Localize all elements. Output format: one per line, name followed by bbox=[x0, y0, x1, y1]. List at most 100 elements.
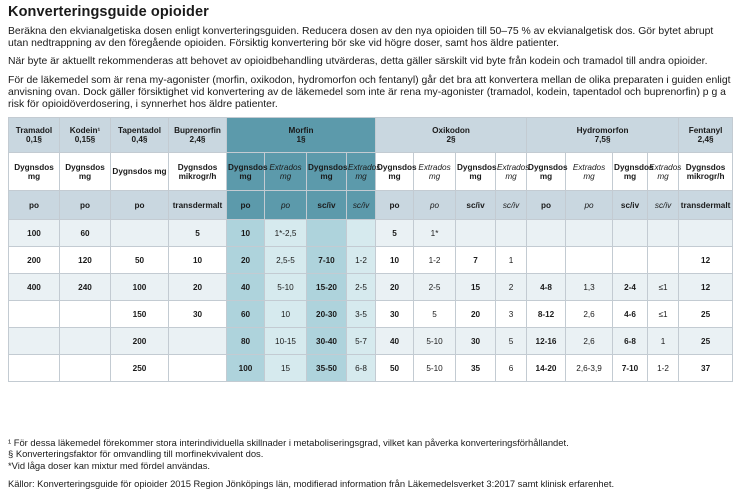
dose-cell: 2,6-3,9 bbox=[565, 354, 614, 383]
dose-cell: 30 bbox=[168, 300, 227, 329]
route-label: sc/iv bbox=[306, 190, 347, 221]
dose-cell: 150 bbox=[110, 300, 169, 329]
dose-cell: 5 bbox=[168, 219, 227, 248]
dose-cell: 15-20 bbox=[306, 273, 347, 302]
dose-cell: 14-20 bbox=[526, 354, 567, 383]
dose-cell: 8-12 bbox=[526, 300, 567, 329]
dose-cell: 5 bbox=[495, 327, 528, 356]
dose-cell: 30 bbox=[455, 327, 497, 356]
drug-header-oxikodon: Oxikodon 2§ bbox=[375, 117, 528, 154]
extra-dose-header: Extrados mg bbox=[647, 152, 681, 192]
drug-header-tapentadol: Tapentadol 0,4§ bbox=[110, 117, 169, 154]
route-label: po bbox=[526, 190, 567, 221]
dose-header: Dygnsdos mg bbox=[226, 152, 268, 192]
dose-cell bbox=[565, 219, 614, 248]
dose-cell bbox=[678, 219, 734, 248]
route-label: po bbox=[375, 190, 415, 221]
dose-row: 100 60 5 10 1*-2,5 5 1* bbox=[8, 219, 734, 248]
drug-header-row: Tramadol 0,1§ Kodein¹ 0,15§ Tapentadol 0,4§… bbox=[8, 117, 734, 154]
dose-cell: 10 bbox=[264, 300, 307, 329]
dose-cell bbox=[306, 219, 347, 248]
route-label: sc/iv bbox=[612, 190, 649, 221]
dose-cell: 2 bbox=[495, 273, 528, 302]
dose-cell: 2-5 bbox=[413, 273, 457, 302]
footnotes: ¹ För dessa läkemedel förekommer stora i… bbox=[8, 437, 569, 471]
dose-cell: 12-16 bbox=[526, 327, 567, 356]
dose-cell: 10-15 bbox=[264, 327, 307, 356]
footnote: *Vid låga doser kan mixtur med fördel an… bbox=[8, 459, 211, 471]
dose-cell: 1-2 bbox=[647, 354, 680, 383]
dose-cell: 15 bbox=[264, 354, 307, 383]
intro-paragraph-1: Beräkna den ekvianalgetiska dosen enligt… bbox=[8, 26, 714, 50]
source-line: Källor: Konverteringsguide för opioider … bbox=[8, 478, 615, 489]
dose-cell: 1,3 bbox=[565, 273, 614, 302]
dose-cell: 3-5 bbox=[345, 300, 377, 329]
dose-cell: 4-6 bbox=[612, 300, 649, 329]
extra-dose-header: Extrados mg bbox=[565, 152, 614, 192]
dose-cell: 200 bbox=[8, 246, 60, 275]
dose-row: 150 30 60 10 20-30 3-5 30 5 20 3 8-12 2,6 4-6 ≤1 25 bbox=[8, 300, 734, 329]
dose-header: Dygnsdos mg bbox=[59, 152, 111, 192]
dose-cell bbox=[495, 219, 528, 248]
dose-header: Dygnsdos mg bbox=[612, 152, 654, 192]
dose-cell: 35-50 bbox=[306, 354, 347, 383]
drug-header-kodein: Kodein¹ 0,15§ bbox=[59, 117, 111, 154]
dose-cell: 10 bbox=[375, 246, 415, 275]
drug-header-tramadol: Tramadol 0,1§ bbox=[8, 117, 60, 154]
dose-cell: 5-10 bbox=[413, 327, 457, 356]
route-label: po bbox=[226, 190, 265, 221]
dose-cell: 3 bbox=[495, 300, 528, 329]
dose-cell bbox=[647, 246, 680, 275]
dose-cell: 10 bbox=[226, 219, 265, 248]
extra-dose-header: Extrados mg bbox=[413, 152, 457, 192]
dose-cell bbox=[8, 327, 60, 356]
dose-cell: 20-30 bbox=[306, 300, 347, 329]
intro-paragraph-2: När byte är aktuellt rekommenderas att b… bbox=[8, 56, 708, 68]
dose-cell: 50 bbox=[375, 354, 415, 383]
dose-header: Dygnsdos mg bbox=[8, 152, 60, 192]
extra-dose-header: Extrados mg bbox=[495, 152, 529, 192]
dose-cell: 15 bbox=[455, 273, 497, 302]
dose-cell bbox=[8, 354, 60, 383]
dose-header: Dygnsdos mg bbox=[375, 152, 417, 192]
dose-cell: 240 bbox=[59, 273, 111, 302]
dose-cell: 1 bbox=[495, 246, 528, 275]
dose-cell bbox=[59, 354, 111, 383]
dose-cell: 2-4 bbox=[612, 273, 649, 302]
route-label: po bbox=[264, 190, 307, 221]
dose-cell: 7-10 bbox=[306, 246, 347, 275]
route-label: sc/iv bbox=[495, 190, 528, 221]
dose-cell: 20 bbox=[226, 246, 265, 275]
dose-header: Dygnsdos mg bbox=[110, 152, 169, 192]
dose-cell: 30 bbox=[375, 300, 415, 329]
dose-cell: 30-40 bbox=[306, 327, 347, 356]
dose-cell: 5 bbox=[375, 219, 415, 248]
extra-dose-header: Extrados mg bbox=[345, 152, 380, 192]
dose-cell: 6 bbox=[495, 354, 528, 383]
dose-cell: 250 bbox=[110, 354, 169, 383]
dose-cell: ≤1 bbox=[647, 273, 680, 302]
dose-cell: 200 bbox=[110, 327, 169, 356]
dose-cell: 60 bbox=[59, 219, 111, 248]
dose-cell: 2,5-5 bbox=[264, 246, 307, 275]
dose-cell: 2,6 bbox=[565, 300, 614, 329]
dose-cell: 40 bbox=[375, 327, 415, 356]
dose-cell: 12 bbox=[678, 246, 734, 275]
dose-cell: 2,6 bbox=[565, 327, 614, 356]
route-label: sc/iv bbox=[345, 190, 377, 221]
dose-cell: 120 bbox=[59, 246, 111, 275]
dose-cell: 20 bbox=[455, 300, 497, 329]
extra-dose-header: Extrados mg bbox=[264, 152, 307, 192]
dose-cell: 1-2 bbox=[345, 246, 377, 275]
footnote: ¹ För dessa läkemedel förekommer stora i… bbox=[8, 437, 569, 448]
dose-header: Dygnsdos mg bbox=[306, 152, 348, 192]
drug-header-fentanyl: Fentanyl 2,4§ bbox=[678, 117, 734, 154]
dose-cell: 5 bbox=[413, 300, 457, 329]
dose-cell: 5-7 bbox=[345, 327, 377, 356]
dose-cell bbox=[647, 219, 680, 248]
dose-cell: 50 bbox=[110, 246, 169, 275]
route-header-row: po po po transdermalt po po sc/iv sc/iv … bbox=[8, 190, 734, 221]
route-label: po bbox=[110, 190, 169, 221]
dose-cell: 7-10 bbox=[612, 354, 649, 383]
